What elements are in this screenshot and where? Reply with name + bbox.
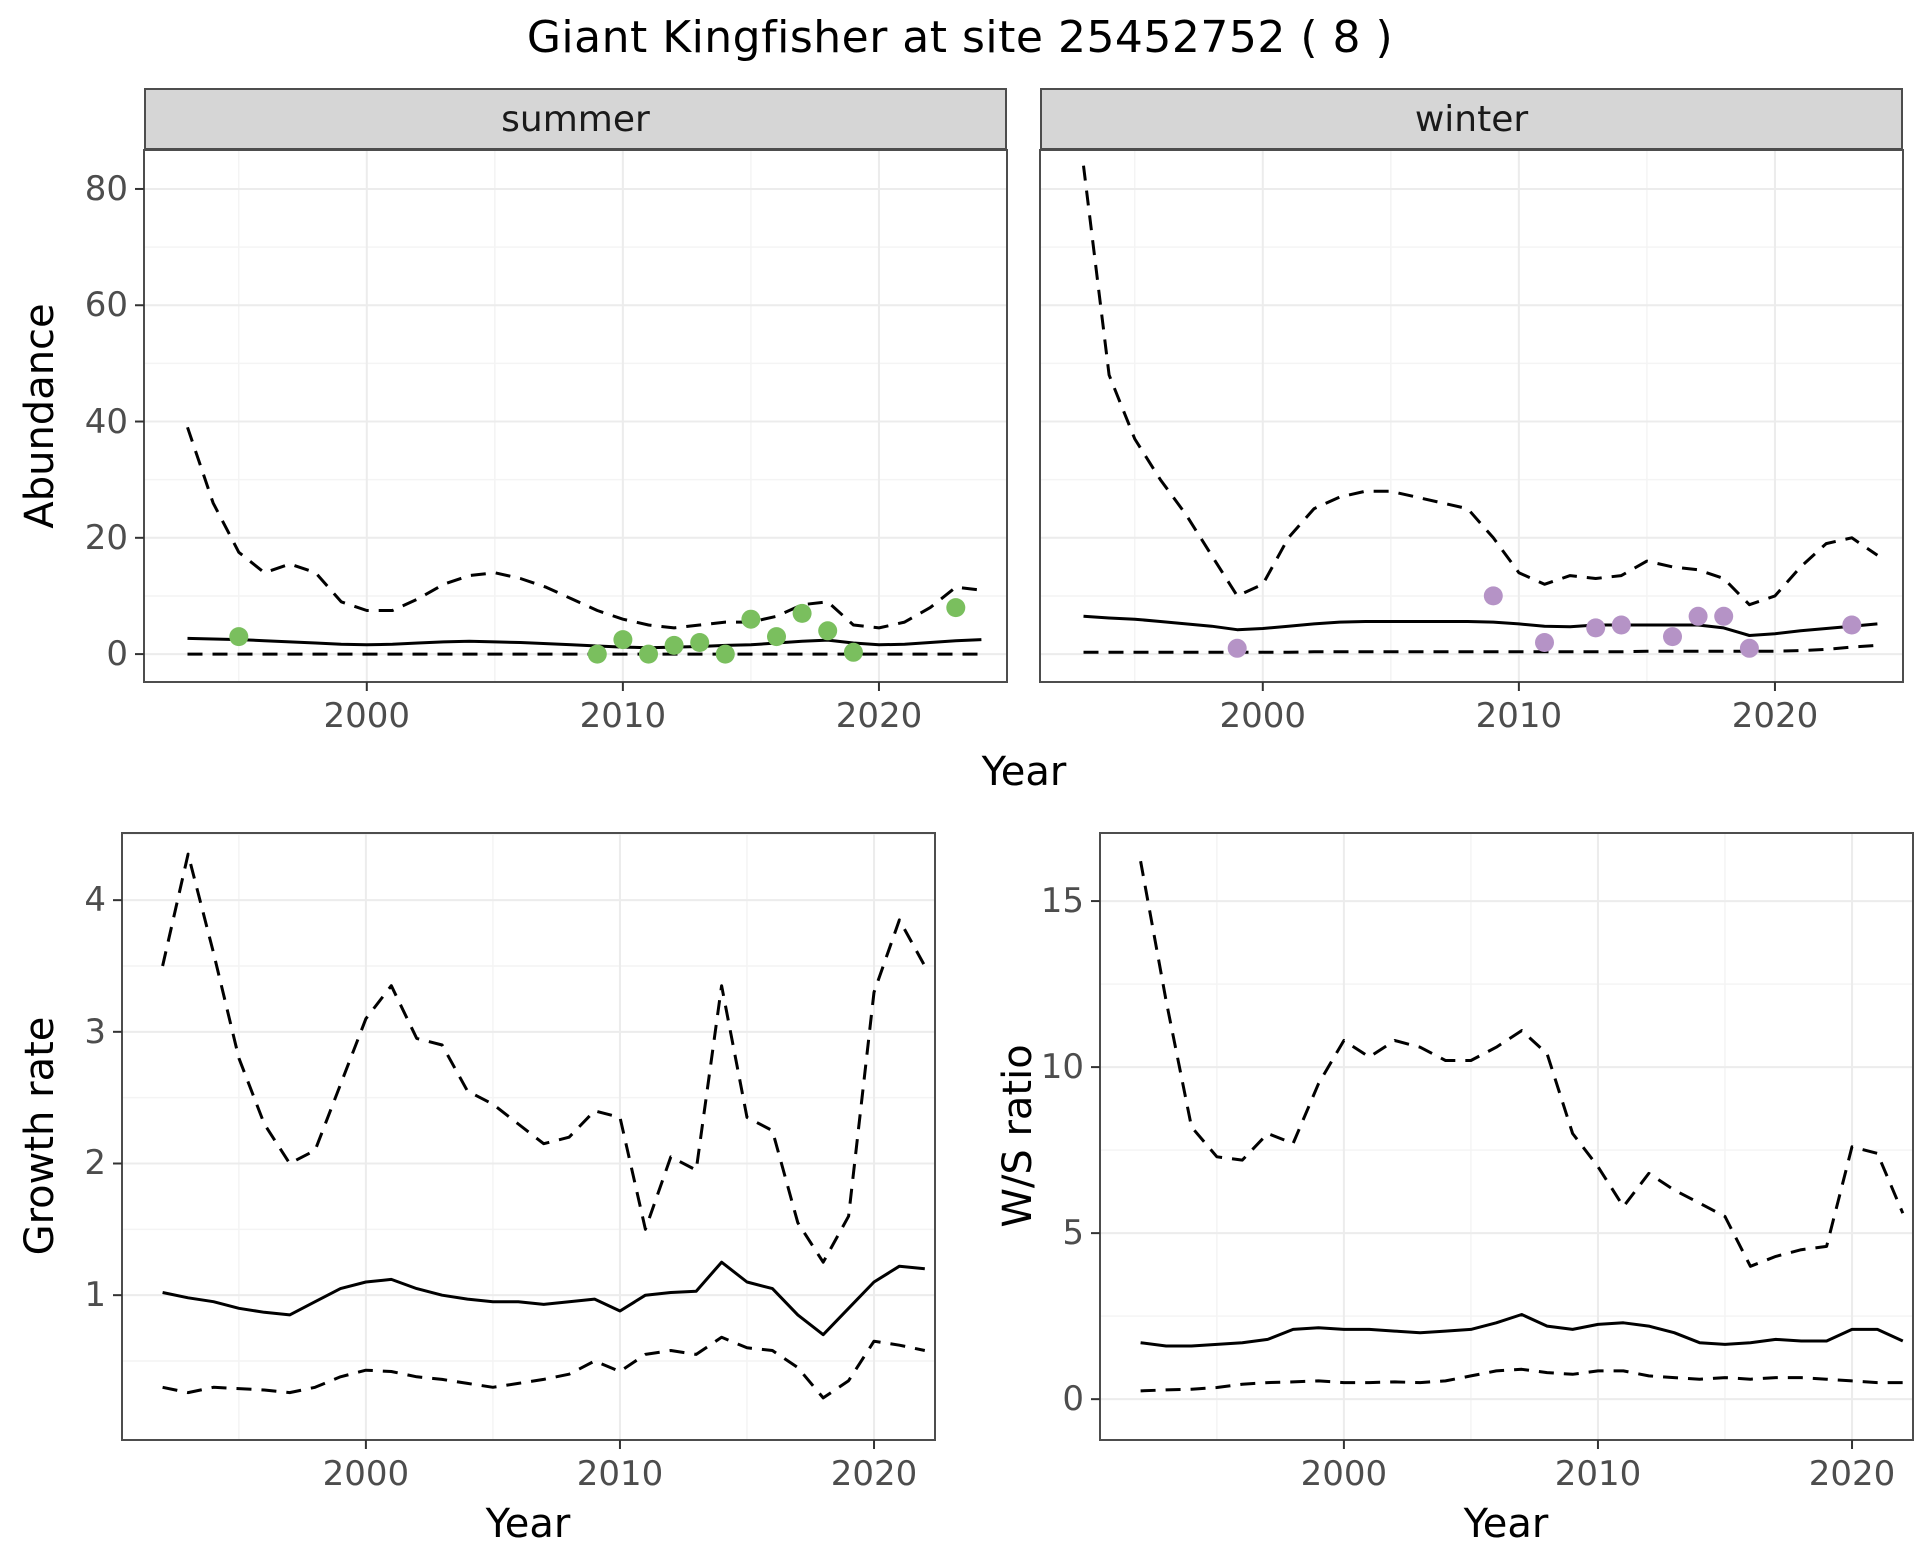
x-axis-tick-label: 2010	[576, 1454, 664, 1494]
observed_counts-point	[1586, 618, 1606, 638]
median-line	[1140, 1313, 1904, 1348]
panel-border	[143, 149, 1008, 683]
observed_counts-point	[1714, 606, 1734, 626]
upper_95ci-line	[1139, 860, 1905, 1268]
y-axis-tick-label: 80	[84, 168, 128, 209]
y-axis-tick-label: 0	[106, 634, 128, 675]
upper_95ci-line	[1082, 165, 1879, 607]
y-axis-tick-label: 3	[84, 1011, 106, 1052]
x-axis-tick-label: 2000	[1219, 696, 1307, 736]
y-axis-tick-label: 40	[84, 401, 128, 442]
y-axis-tick-label: 4	[84, 880, 106, 921]
x-axis-tick-label: 2000	[323, 696, 411, 736]
y-axis-tick-label: 0	[1062, 1379, 1084, 1420]
y-axis-title-growth-rate: Growth rate	[17, 1016, 63, 1256]
median-line	[162, 1260, 925, 1337]
x-axis-title-year-ws: Year	[1463, 1501, 1549, 1547]
facet-strip-winter: winter	[1040, 88, 1903, 150]
x-axis-tick-label: 2000	[322, 1454, 410, 1494]
observed_counts-point	[843, 642, 863, 662]
x-axis-tick-label: 2010	[579, 696, 667, 736]
panel-border	[1099, 832, 1914, 1441]
observed_counts-point	[690, 633, 710, 652]
observed_counts-point	[229, 627, 249, 647]
observed_counts-point	[818, 621, 838, 641]
y-axis-tick-label: 20	[84, 517, 128, 558]
x-axis-tick-label: 2020	[1808, 1454, 1896, 1494]
observed_counts-point	[639, 644, 658, 664]
x-axis-tick-label: 2020	[830, 1454, 918, 1494]
x-axis-title-year-growth: Year	[485, 1501, 571, 1547]
panel-background	[1040, 150, 1903, 682]
x-axis-tick-label: 2000	[1300, 1454, 1388, 1494]
observed_counts-point	[1227, 638, 1247, 658]
x-axis-tick-label: 2020	[1731, 696, 1819, 736]
panel-border	[121, 832, 936, 1441]
panel-ws_ratio	[1091, 832, 1914, 1449]
observed_counts-point	[1535, 633, 1554, 652]
observed_counts-point	[664, 635, 684, 655]
observed_counts-point	[1688, 606, 1708, 626]
y-axis-tick-label: 5	[1062, 1213, 1084, 1254]
panel-growth_rate	[113, 832, 936, 1449]
facet-strip-summer-label: summer	[501, 98, 650, 140]
x-axis-tick-label: 2010	[1475, 696, 1563, 736]
observed_counts-point	[1611, 615, 1631, 635]
x-axis-title-year-top: Year	[981, 749, 1067, 795]
panel-background	[144, 150, 1007, 682]
y-axis-tick-label: 60	[84, 285, 128, 326]
observed_counts-point	[587, 644, 607, 664]
y-axis-tick-label: 15	[1040, 881, 1084, 922]
facet-strip-summer: summer	[144, 88, 1007, 150]
observed_counts-point	[946, 598, 966, 618]
panel-background	[122, 833, 935, 1440]
observed_counts-point	[767, 627, 786, 647]
y-axis-tick-label: 2	[84, 1143, 106, 1184]
plot-title: Giant Kingfisher at site 25452752 ( 8 )	[526, 12, 1394, 63]
panel-border	[1039, 149, 1904, 683]
observed_counts-point	[792, 603, 812, 623]
panel-abundance_winter	[1039, 149, 1904, 691]
observed_counts-point	[1842, 615, 1862, 635]
observed_counts-point	[1483, 586, 1503, 606]
x-axis-tick-label: 2020	[835, 696, 923, 736]
median-line	[1083, 614, 1878, 637]
observed_counts-point	[715, 644, 735, 664]
y-axis-tick-label: 10	[1040, 1047, 1084, 1088]
panel-background	[1100, 833, 1913, 1440]
median-line	[187, 636, 982, 650]
facet-strip-winter-label: winter	[1414, 98, 1529, 140]
panel-abundance_summer	[135, 149, 1008, 691]
y-axis-tick-label: 1	[84, 1275, 106, 1316]
upper_95ci-line	[161, 852, 927, 1264]
observed_counts-point	[741, 609, 761, 629]
lower_95ci-line	[1140, 1367, 1903, 1393]
observed_counts-point	[613, 630, 633, 650]
upper_95ci-line	[186, 426, 982, 630]
x-axis-tick-label: 2010	[1554, 1454, 1642, 1494]
observed_counts-point	[1739, 638, 1759, 658]
lower_95ci-line	[162, 1335, 926, 1400]
observed_counts-point	[1663, 627, 1682, 647]
